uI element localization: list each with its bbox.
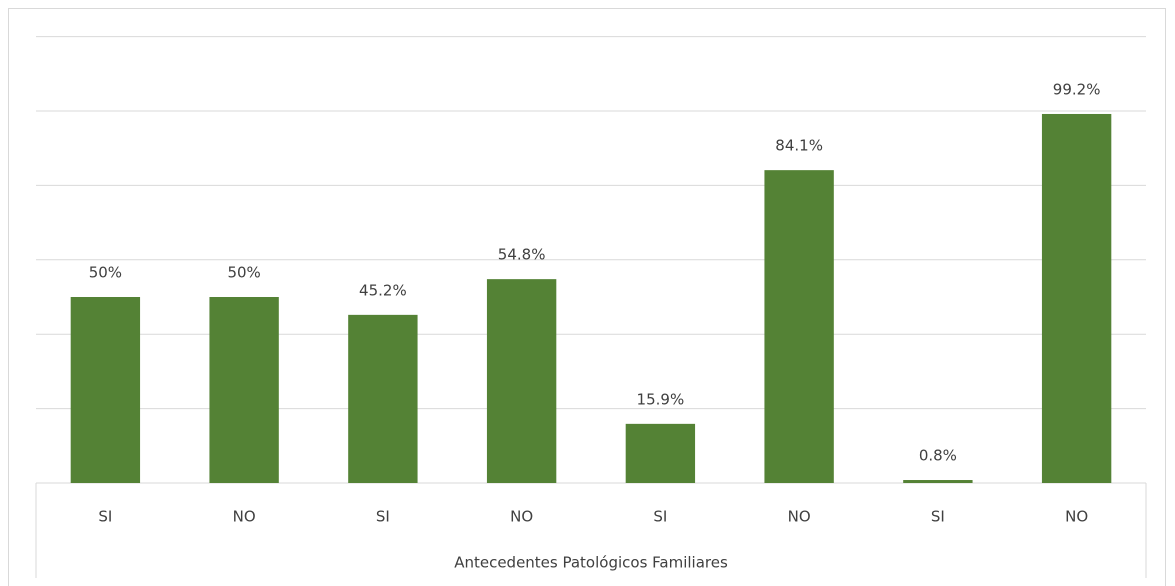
data-label: 50% <box>89 264 122 282</box>
bar <box>348 314 418 483</box>
x-tick-label: NO <box>510 508 533 526</box>
bar <box>1041 113 1112 483</box>
data-label: 45.2% <box>359 281 407 299</box>
bar <box>903 480 973 483</box>
x-axis-title: Antecedentes Patológicos Familiares <box>454 554 728 572</box>
bar <box>70 297 141 483</box>
bar <box>486 279 557 483</box>
x-tick-label: SI <box>376 508 390 526</box>
x-tick-label: SI <box>98 508 112 526</box>
data-label: 54.8% <box>498 246 546 264</box>
bar <box>209 297 279 483</box>
chart-border <box>8 8 1166 586</box>
x-tick-label: NO <box>1065 508 1088 526</box>
bar <box>625 423 696 483</box>
data-label: 15.9% <box>637 390 685 408</box>
data-label: 50% <box>227 264 260 282</box>
x-tick-label: NO <box>233 508 256 526</box>
x-tick-label: SI <box>653 508 667 526</box>
data-label: 84.1% <box>775 137 823 155</box>
data-label: 0.8% <box>919 447 957 465</box>
bar <box>764 170 834 483</box>
x-tick-label: NO <box>788 508 811 526</box>
data-label: 99.2% <box>1053 80 1101 98</box>
x-tick-label: SI <box>931 508 945 526</box>
